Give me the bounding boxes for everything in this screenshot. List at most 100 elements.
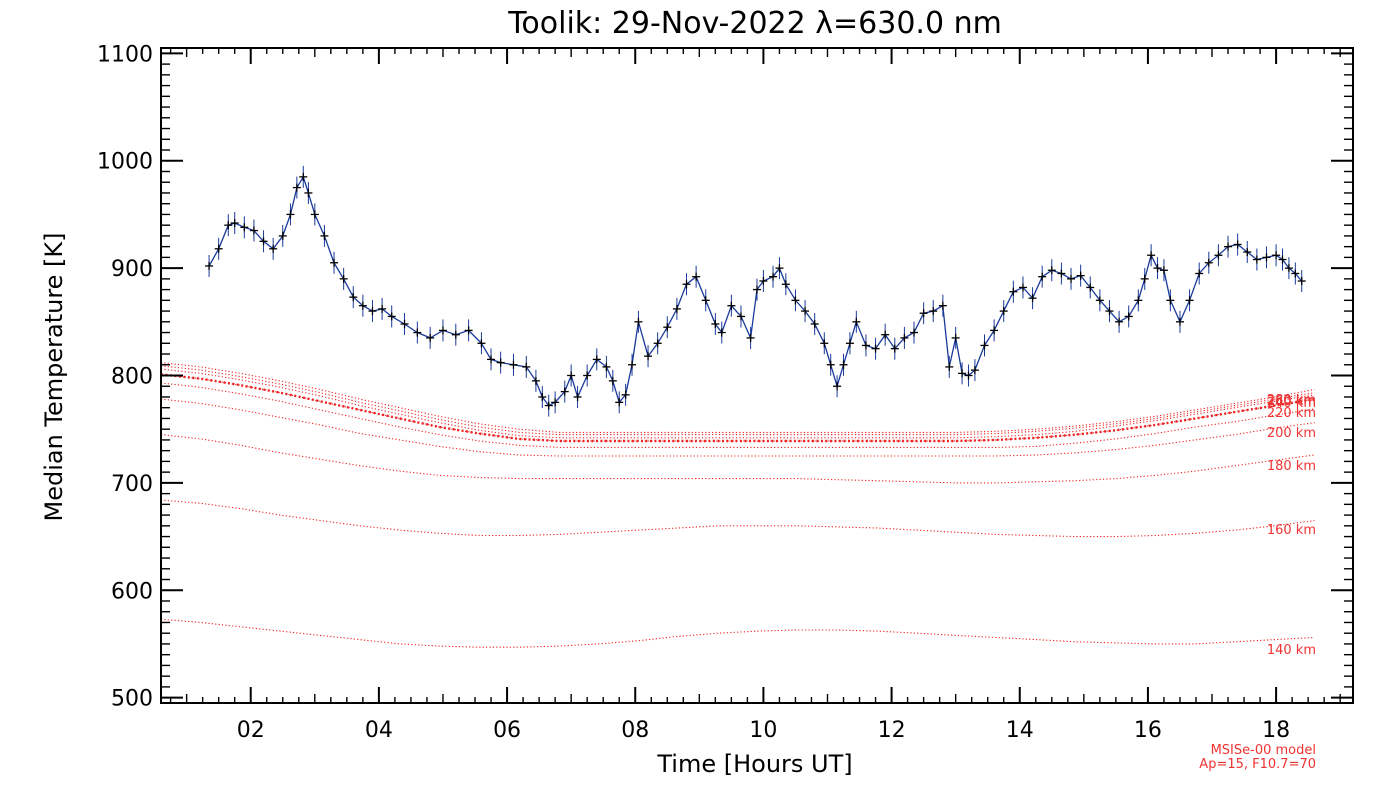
- model-curve-160-km: [160, 499, 1315, 538]
- altitude-label: 180 km: [1267, 459, 1316, 474]
- data-point: [1028, 294, 1037, 303]
- data-point: [951, 333, 960, 342]
- altitude-label: 220 km: [1267, 406, 1316, 421]
- x-tick-label: 14: [1006, 718, 1034, 743]
- data-point: [1159, 266, 1168, 275]
- data-point: [970, 366, 979, 375]
- model-curve-140-km: [160, 618, 1315, 648]
- data-point: [759, 277, 768, 286]
- plot-frame: [160, 47, 1354, 704]
- model-curve-300-km: [160, 362, 1315, 433]
- data-point: [249, 226, 258, 235]
- data-point: [1214, 251, 1223, 260]
- chart-title: Toolik: 29-Nov-2022 λ=630.0 nm: [507, 6, 1002, 41]
- x-tick-label: 10: [749, 718, 777, 743]
- data-point: [544, 401, 553, 410]
- data-point: [240, 223, 249, 232]
- model-note-line1: MSISe-00 model: [1211, 743, 1316, 758]
- data-point: [775, 264, 784, 273]
- x-tick-label: 12: [878, 718, 906, 743]
- data-point: [945, 362, 954, 371]
- data-point: [958, 369, 967, 378]
- data-point: [378, 304, 387, 313]
- data-point: [672, 304, 681, 313]
- altitude-label: 200 km: [1267, 426, 1316, 441]
- data-point: [522, 362, 531, 371]
- data-point: [487, 355, 496, 364]
- model-curves-layer: [160, 362, 1315, 648]
- model-curve-240-km: [160, 373, 1315, 442]
- y-tick-label: 1000: [97, 150, 153, 175]
- data-point: [628, 360, 637, 369]
- data-point: [1134, 296, 1143, 305]
- model-curve-200-km: [160, 398, 1315, 457]
- y-tick-label: 600: [111, 579, 153, 604]
- data-point: [413, 328, 422, 337]
- data-point: [299, 172, 308, 181]
- data-point: [1076, 271, 1085, 280]
- tick-labels-layer: 02 04 06 08 10 12 14 16 18 500 600 700 800 900 1000 110…: [97, 42, 1290, 743]
- data-point: [881, 330, 890, 339]
- data-point: [1140, 274, 1149, 283]
- data-point: [845, 339, 854, 348]
- data-point: [531, 376, 540, 385]
- data-point: [1291, 269, 1300, 278]
- data-point: [820, 339, 829, 348]
- data-point: [224, 221, 233, 230]
- data-point: [644, 352, 653, 361]
- data-point: [438, 326, 447, 335]
- data-point: [583, 371, 592, 380]
- data-point: [1166, 296, 1175, 305]
- data-point: [910, 328, 919, 337]
- data-point: [1095, 296, 1104, 305]
- data-point: [1175, 317, 1184, 326]
- data-point: [1038, 272, 1047, 281]
- data-point: [682, 280, 691, 289]
- altitude-label: 140 km: [1267, 643, 1316, 658]
- data-point: [852, 317, 861, 326]
- x-axis-label: Time [Hours UT]: [656, 750, 852, 778]
- data-point: [1086, 283, 1095, 292]
- data-point: [653, 339, 662, 348]
- data-point: [999, 307, 1008, 316]
- data-point: [1153, 264, 1162, 273]
- data-point: [310, 210, 319, 219]
- data-point: [839, 360, 848, 369]
- data-point: [736, 312, 745, 321]
- data-point: [349, 293, 358, 302]
- data-point: [567, 371, 576, 380]
- data-point: [1224, 242, 1233, 251]
- y-tick-label: 700: [111, 472, 153, 497]
- x-tick-label: 06: [493, 718, 521, 743]
- data-point: [573, 392, 582, 401]
- x-tick-label: 04: [365, 718, 393, 743]
- data-point: [929, 307, 938, 316]
- data-point: [330, 258, 339, 267]
- model-curve-280-km: [160, 365, 1315, 436]
- data-point: [826, 360, 835, 369]
- data-point: [769, 272, 778, 281]
- model-curve-emphasized: [160, 373, 1315, 443]
- data-point: [900, 333, 909, 342]
- data-point: [538, 392, 547, 401]
- data-point: [938, 301, 947, 310]
- data-point: [426, 333, 435, 342]
- data-point: [368, 307, 377, 316]
- data-point: [387, 312, 396, 321]
- data-point: [701, 296, 710, 305]
- x-tick-label: 08: [621, 718, 649, 743]
- data-point: [919, 309, 928, 318]
- data-point: [634, 317, 643, 326]
- data-point: [1284, 264, 1293, 273]
- data-point: [1243, 248, 1252, 257]
- data-point: [1147, 251, 1156, 260]
- data-point: [1297, 277, 1306, 286]
- data-point: [964, 371, 973, 380]
- data-point: [339, 274, 348, 283]
- data-point: [320, 231, 329, 240]
- data-point: [214, 244, 223, 253]
- data-point: [1115, 317, 1124, 326]
- model-note-line2: Ap=15, F10.7=70: [1199, 757, 1316, 772]
- altitude-label: 240 km: [1267, 396, 1316, 411]
